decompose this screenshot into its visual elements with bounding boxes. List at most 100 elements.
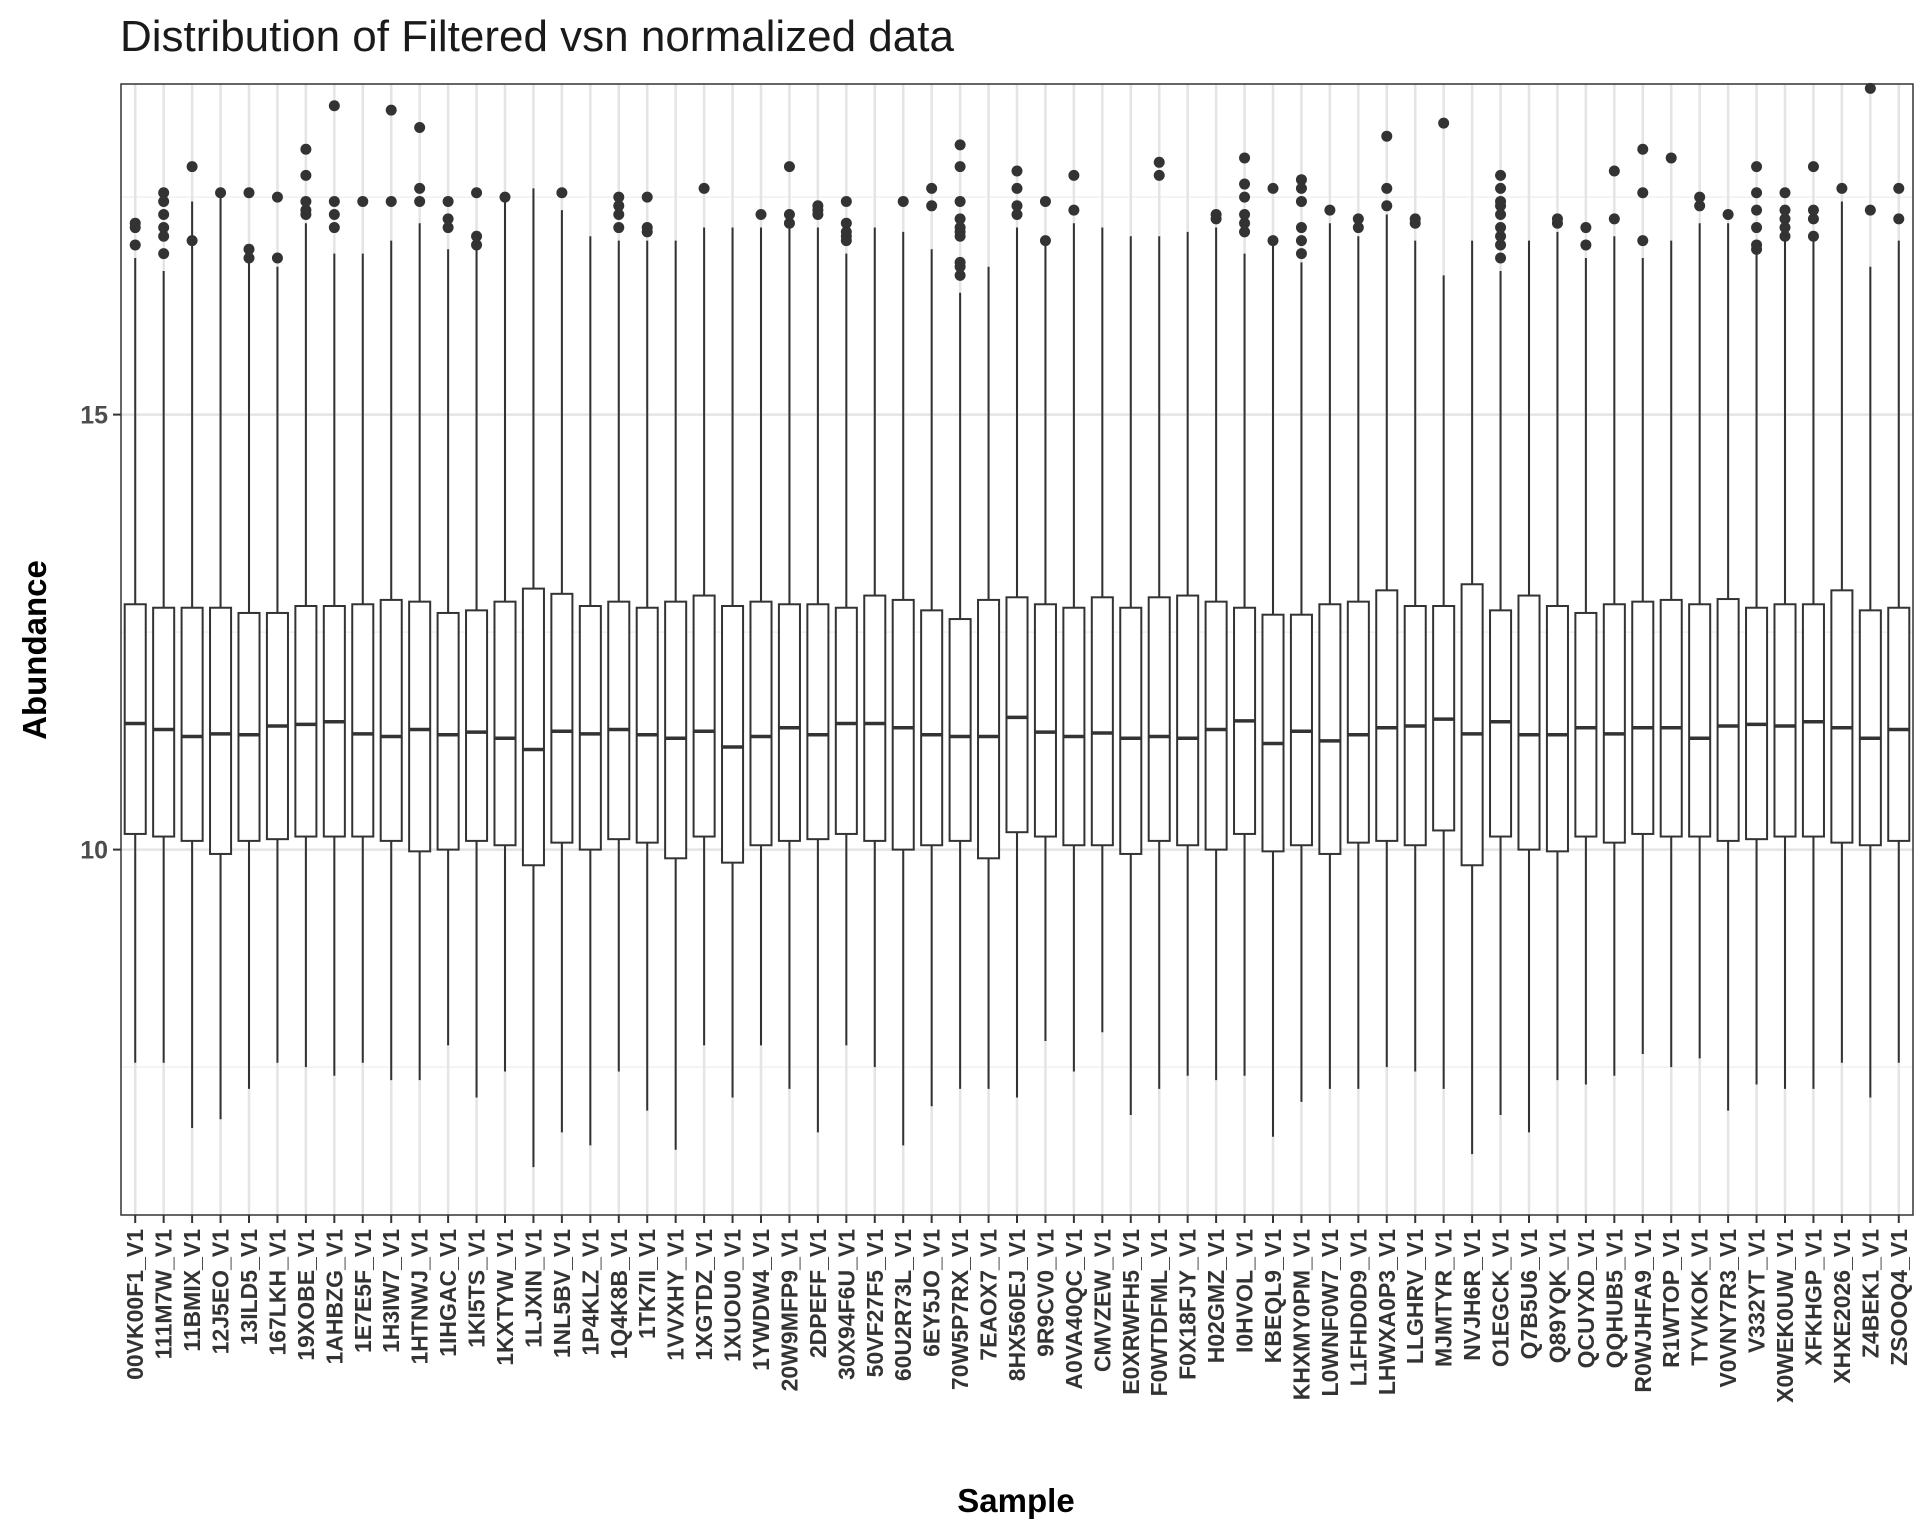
box-iqr [550, 592, 574, 844]
outlier-point [783, 209, 795, 220]
x-tick-label: Q7B5U6_V1 [1516, 1229, 1542, 1360]
outlier-point [1495, 230, 1507, 242]
outlier-point [186, 235, 198, 247]
outlier-point [129, 239, 141, 251]
box-iqr [635, 606, 659, 844]
x-tick-label: V332YT_V1 [1744, 1229, 1770, 1353]
outlier-point [1295, 235, 1307, 247]
outlier-point [1637, 187, 1649, 199]
box-111M7W_V1 [152, 187, 176, 1063]
box-1NL5BV_V1 [550, 187, 574, 1133]
x-axis-title: Sample [957, 1482, 1074, 1519]
outlier-point [613, 200, 625, 212]
outlier-point [1694, 200, 1706, 212]
outlier-point [271, 191, 283, 203]
outlier-point [499, 191, 511, 203]
box-TYVKOK_V1 [1688, 191, 1712, 1059]
box-iqr [977, 598, 1001, 860]
outlier-point [1495, 209, 1507, 220]
outlier-point [1239, 209, 1251, 220]
outlier-point [1068, 204, 1080, 216]
box-1AHBZG_V1 [322, 100, 346, 1076]
x-tick-label: Q89YQK_V1 [1544, 1229, 1570, 1363]
box-iqr [408, 600, 432, 853]
outlier-point [1039, 195, 1051, 207]
outlier-point [1751, 187, 1763, 199]
outlier-point [1608, 165, 1620, 177]
outlier-point [1495, 222, 1507, 234]
box-iqr [1858, 609, 1882, 847]
x-tick-label: 1VVXHY_V1 [663, 1229, 689, 1361]
box-iqr [152, 606, 176, 838]
outlier-point [954, 256, 966, 268]
outlier-point [954, 269, 966, 281]
box-iqr [209, 606, 233, 855]
outlier-point [1779, 213, 1791, 225]
box-60U2R73L_V1 [891, 195, 915, 1146]
x-tick-layer: 00VK00F1_V1 111M7W_V1 11BMIX_V1 12J5EO_V1 13… [122, 1215, 1912, 1403]
outlier-point [300, 204, 312, 216]
box-R1WTOP_V1 [1659, 152, 1683, 1068]
outlier-point [1239, 217, 1251, 229]
x-tick-label: 1TK7II_V1 [634, 1229, 660, 1339]
outlier-point [1295, 195, 1307, 207]
box-00VK00F1_V1 [123, 217, 147, 1063]
box-1TK7II_V1 [635, 191, 659, 1111]
outlier-point [158, 195, 170, 207]
outlier-point [471, 187, 483, 199]
outlier-point [840, 217, 852, 229]
box-iqr [1716, 598, 1740, 842]
box-70W5P7RX_V1 [948, 139, 972, 1089]
x-tick-label: 70W5P7RX_V1 [947, 1229, 973, 1390]
outlier-point [1239, 191, 1251, 203]
outlier-point [1495, 252, 1507, 264]
box-iqr [436, 611, 460, 851]
x-tick-label: TYVKOK_V1 [1687, 1229, 1713, 1366]
outlier-point [954, 195, 966, 207]
outlier-point [641, 222, 653, 234]
x-tick-label: LHWXA0P3_V1 [1374, 1229, 1400, 1395]
outlier-point [1608, 213, 1620, 225]
outlier-point [1011, 182, 1023, 194]
box-7EAOX7_V1 [977, 266, 1001, 1089]
box-1KXTYW_V1 [493, 191, 517, 1072]
outlier-point [243, 187, 255, 199]
x-tick-label: 00VK00F1_V1 [122, 1229, 148, 1380]
outlier-point [1295, 174, 1307, 186]
box-iqr [1887, 606, 1911, 842]
x-tick-label: CMVZEW_V1 [1089, 1229, 1115, 1372]
box-iqr [237, 611, 261, 842]
outlier-point [954, 213, 966, 225]
x-tick-label: 2DPEFF_V1 [805, 1229, 831, 1358]
outlier-point [1779, 222, 1791, 234]
outlier-point [1722, 209, 1734, 220]
box-F0WTDFML_V1 [1147, 156, 1171, 1089]
box-iqr [834, 606, 858, 835]
box-iqr [294, 605, 318, 838]
outlier-point [1495, 195, 1507, 207]
box-H02GMZ_V1 [1204, 209, 1228, 1081]
outlier-point [1239, 178, 1251, 190]
x-tick-label: 13ILD5_V1 [236, 1229, 262, 1346]
x-tick-label: 1KI5TS_V1 [464, 1229, 490, 1348]
box-iqr [891, 598, 915, 851]
box-iqr [1830, 589, 1854, 844]
box-iqr [465, 609, 489, 842]
outlier-point [1381, 130, 1393, 142]
box-iqr [1147, 596, 1171, 842]
x-tick-label: L0WNF0W7_V1 [1317, 1229, 1343, 1397]
box-MJMTYR_V1 [1432, 117, 1456, 1089]
x-tick-label: 1YWDW4_V1 [748, 1229, 774, 1371]
box-12J5EO_V1 [209, 187, 233, 1120]
outlier-point [1153, 156, 1165, 168]
box-iqr [1659, 598, 1683, 838]
outlier-point [1495, 182, 1507, 194]
box-KBEQL9_V1 [1261, 182, 1285, 1137]
box-A0VA40QC_V1 [1062, 169, 1086, 1072]
outlier-point [385, 104, 397, 116]
box-O1EGCK_V1 [1489, 169, 1513, 1115]
outlier-point [1495, 169, 1507, 181]
x-tick-label: 9R9CV0_V1 [1032, 1229, 1058, 1357]
x-tick-label: NVJH6R_V1 [1459, 1229, 1485, 1361]
outlier-point [1011, 209, 1023, 220]
